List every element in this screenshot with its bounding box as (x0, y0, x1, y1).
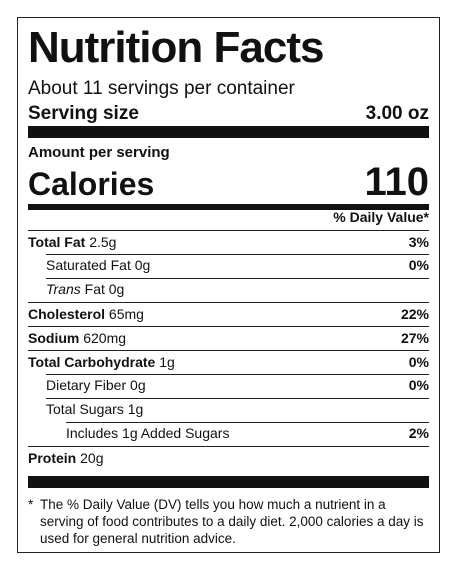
nutrient-label: Cholesterol (28, 306, 106, 322)
thick-divider (28, 126, 429, 138)
row-cholesterol: Cholesterol 65mg 22% (28, 302, 429, 326)
nutrient-percent: 0% (408, 377, 429, 393)
amount-per-serving: Amount per serving (28, 144, 170, 161)
nutrient-amount: 0g (130, 377, 146, 393)
nutrient-label: Fat (84, 281, 105, 297)
serving-size-row: Serving size 3.00 oz (28, 103, 429, 125)
nutrient-percent: 0% (408, 354, 429, 370)
row-total-carbohydrate: Total Carbohydrate 1g 0% (28, 350, 429, 374)
calories-value: 110 (364, 160, 429, 204)
nutrient-amount: 1g (127, 401, 144, 417)
nutrient-amount: 620mg (83, 330, 127, 346)
calories-label: Calories (28, 166, 155, 202)
serving-size-value: 3.00 oz (365, 103, 429, 124)
nutrient-label: Total Sugars (46, 401, 124, 417)
nutrient-label: Dietary Fiber (46, 377, 127, 393)
footnote-text: The % Daily Value (DV) tells you how muc… (40, 497, 424, 546)
nutrient-label: Sodium (28, 330, 80, 346)
medium-divider (28, 204, 429, 210)
nutrient-amount: 0g (134, 257, 151, 273)
serving-size-label: Serving size (28, 103, 139, 124)
row-protein: Protein 20g (28, 446, 429, 470)
nutrient-amount: 2.5g (89, 234, 117, 250)
row-dietary-fiber: Dietary Fiber 0g 0% (28, 374, 429, 398)
row-added-sugars: Includes 1g Added Sugars 2% (28, 422, 429, 446)
row-trans-fat: Trans Fat 0g (28, 278, 429, 302)
footnote: * The % Daily Value (DV) tells you how m… (28, 496, 429, 547)
row-sodium: Sodium 620mg 27% (28, 326, 429, 350)
nutrient-amount: 20g (80, 450, 104, 466)
nutrient-percent: 0% (408, 257, 429, 273)
footnote-asterisk: * (28, 497, 34, 512)
row-total-sugars: Total Sugars 1g (28, 398, 429, 422)
row-total-fat: Total Fat 2.5g 3% (28, 230, 429, 254)
nutrition-facts-label: Nutrition Facts About 11 servings per co… (17, 17, 440, 553)
nutrient-label: Protein (28, 450, 77, 466)
label-content: Nutrition Facts About 11 servings per co… (28, 18, 429, 552)
nutrient-percent: 2% (408, 425, 429, 441)
nutrient-label-italic: Trans (46, 281, 81, 297)
nutrient-percent: 27% (400, 330, 429, 346)
nutrient-percent: 22% (400, 306, 429, 322)
nutrient-amount: 0g (108, 281, 125, 297)
nutrient-amount: 1g (159, 354, 175, 370)
nutrient-label: Total Fat (28, 234, 86, 250)
servings-per-container: About 11 servings per container (28, 78, 295, 99)
nutrient-label: Includes 1g Added Sugars (66, 425, 230, 441)
thick-divider-bottom (28, 476, 429, 488)
nutrient-amount: 65mg (108, 306, 144, 322)
nutrient-label: Saturated Fat (46, 257, 131, 273)
row-saturated-fat: Saturated Fat 0g 0% (28, 254, 429, 278)
nutrient-percent: 3% (408, 234, 429, 250)
nutrition-title: Nutrition Facts (28, 23, 324, 72)
nutrient-label: Total Carbohydrate (28, 354, 156, 370)
daily-value-header: % Daily Value* (333, 209, 429, 225)
